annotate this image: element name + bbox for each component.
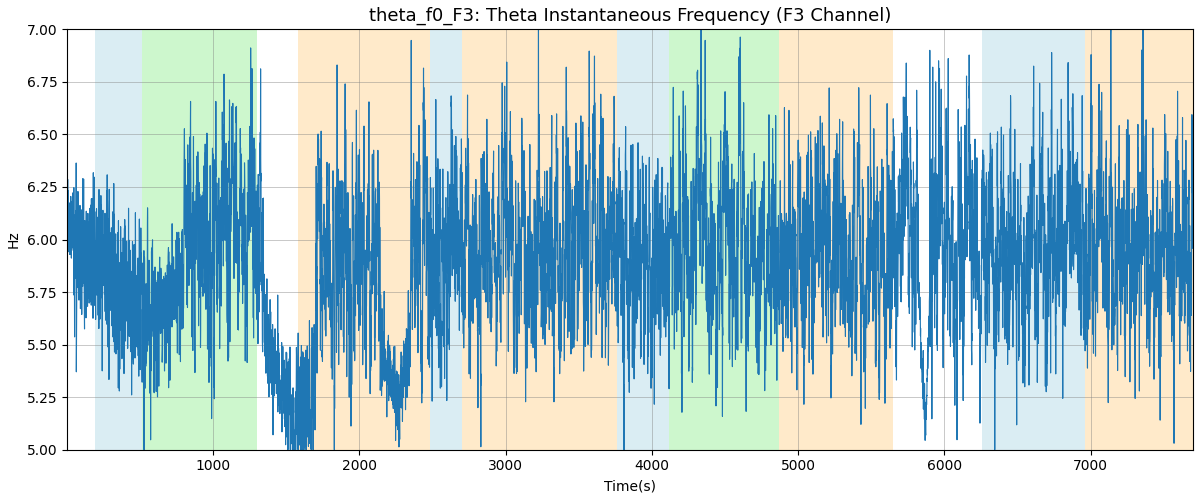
Title: theta_f0_F3: Theta Instantaneous Frequency (F3 Channel): theta_f0_F3: Theta Instantaneous Frequen… bbox=[368, 7, 892, 25]
Bar bbox=[779, 30, 893, 450]
Bar bbox=[95, 30, 142, 450]
Bar bbox=[617, 30, 670, 450]
Y-axis label: Hz: Hz bbox=[7, 230, 20, 248]
Bar bbox=[430, 30, 462, 450]
Bar bbox=[142, 30, 257, 450]
Bar bbox=[462, 30, 617, 450]
Bar bbox=[983, 30, 1085, 450]
Bar bbox=[1085, 30, 1193, 450]
X-axis label: Time(s): Time(s) bbox=[604, 479, 656, 493]
Bar bbox=[670, 30, 779, 450]
Bar bbox=[298, 30, 430, 450]
